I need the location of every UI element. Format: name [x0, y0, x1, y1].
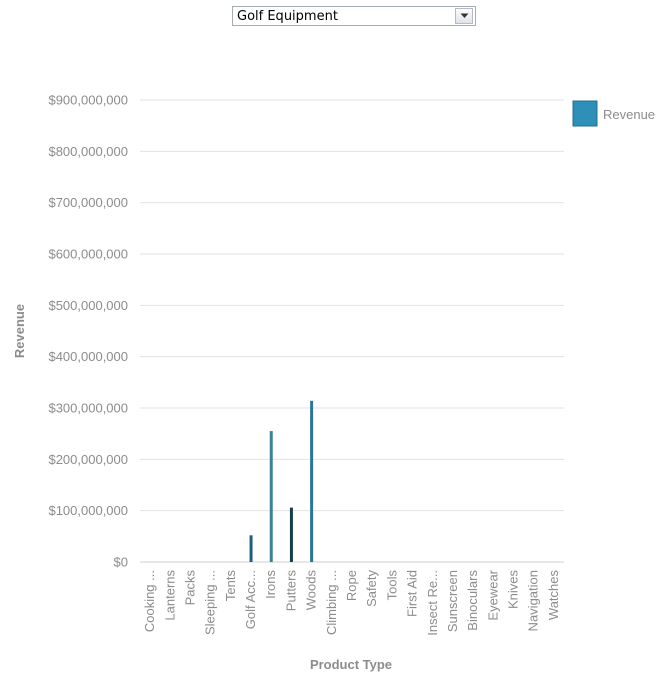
legend: Revenue [572, 100, 655, 127]
y-tick-label: $400,000,000 [48, 349, 128, 364]
bar-golf-acc[interactable] [249, 535, 253, 562]
y-tick-label: $200,000,000 [48, 452, 128, 467]
y-tick-label: $700,000,000 [48, 195, 128, 210]
x-tick-label: First Aid [405, 570, 420, 617]
x-tick-label: Golf Acc... [243, 570, 258, 629]
x-tick-label: Rope [344, 570, 359, 601]
y-axis-title: Revenue [12, 304, 27, 358]
y-tick-label: $500,000,000 [48, 298, 128, 313]
x-tick-label: Safety [364, 570, 379, 607]
bar-putters[interactable] [289, 507, 293, 562]
x-tick-label: Sleeping ... [203, 570, 218, 635]
x-tick-label: Navigation [526, 570, 541, 631]
y-tick-label: $800,000,000 [48, 144, 128, 159]
y-tick-label: $100,000,000 [48, 503, 128, 518]
y-tick-label: $300,000,000 [48, 401, 128, 416]
x-tick-label: Woods [304, 570, 319, 611]
x-tick-label: Lanterns [162, 570, 177, 621]
legend-label-revenue: Revenue [603, 107, 655, 122]
x-tick-label: Tents [223, 570, 238, 602]
gridlines [140, 99, 564, 563]
dropdown-selected-value: Golf Equipment [237, 8, 338, 24]
x-tick-label: Insect Re... [425, 570, 440, 636]
product-line-dropdown[interactable]: Golf Equipment [232, 6, 476, 26]
y-axis-tick-labels: $0 $100,000,000 $200,000,000 $300,000,000 $4… [48, 93, 128, 570]
x-tick-label: Knives [506, 570, 521, 610]
bar-woods[interactable] [310, 400, 314, 562]
x-tick-label: Eyewear [485, 569, 500, 620]
x-tick-label: Tools [384, 570, 399, 601]
x-tick-label: Cooking ... [142, 570, 157, 632]
bar-irons[interactable] [269, 431, 273, 562]
y-tick-label: $600,000,000 [48, 247, 128, 262]
x-axis-title: Product Type [310, 657, 392, 672]
x-tick-label: Binoculars [465, 570, 480, 631]
y-tick-label: $900,000,000 [48, 93, 128, 108]
x-tick-label: Putters [283, 570, 298, 612]
x-tick-label: Irons [263, 570, 278, 599]
bars [249, 400, 314, 562]
x-tick-label: Watches [546, 570, 561, 621]
x-tick-label: Climbing ... [324, 570, 339, 635]
x-tick-label: Sunscreen [445, 570, 460, 632]
x-tick-label: Packs [182, 570, 197, 606]
y-tick-label: $0 [114, 555, 128, 570]
x-axis-tick-labels: Cooking ... Lanterns Packs Sleeping ... Tent… [142, 569, 561, 635]
chevron-down-icon[interactable] [455, 8, 473, 24]
legend-swatch-revenue[interactable] [572, 100, 598, 127]
